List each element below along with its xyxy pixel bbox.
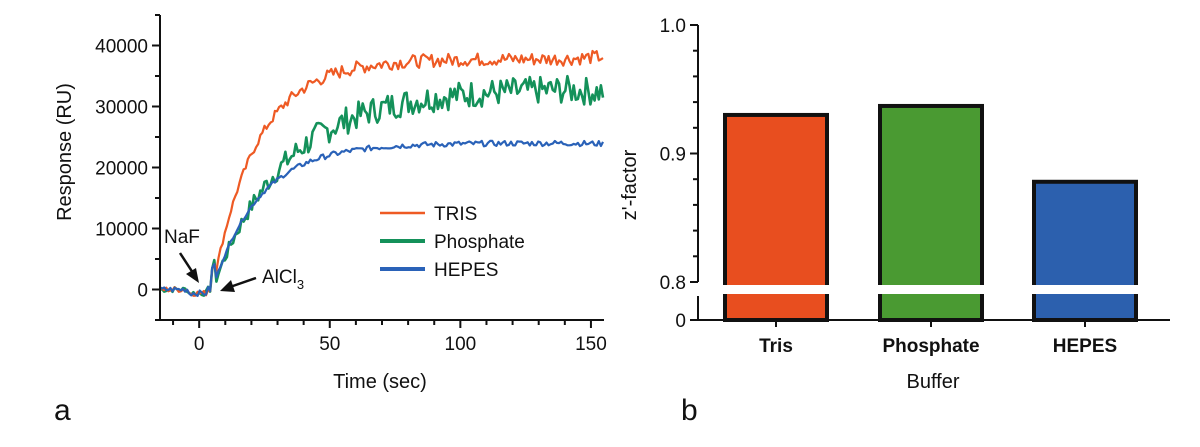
naf-arrowhead (186, 268, 199, 283)
bar-phosphate (878, 103, 984, 322)
alcl3-annotation: AlCl3 (220, 267, 304, 292)
y-tick-label: 40000 (95, 37, 148, 58)
y-axis-label: z'-factor (619, 149, 641, 220)
y-tick-label: 0.9 (660, 145, 686, 166)
x-axis-label: Buffer (907, 371, 960, 393)
alcl3-arrow-line (229, 276, 257, 289)
x-tick-label: 0 (194, 334, 205, 355)
panel-label-b: b (681, 394, 698, 427)
x-tick-label-tris: Tris (759, 336, 793, 357)
y-tick-label: 20000 (95, 159, 148, 180)
x-tick-label: 100 (445, 334, 477, 355)
naf-annotation: NaF (164, 227, 200, 283)
y-tick-label: 10000 (95, 220, 148, 241)
series-group (159, 49, 605, 297)
y-tick-label: 1.0 (660, 16, 686, 37)
x-tick-label: 150 (575, 334, 607, 355)
y-tick-label-zero: 0 (675, 311, 686, 332)
series-line-hepes (159, 139, 604, 297)
y-tick-label: 0.8 (660, 273, 686, 294)
x-tick-label-phosphate: Phosphate (882, 336, 979, 357)
response-line-chart: 0 10000 20000 30000 40000 0 50 100 150 Response… (54, 14, 607, 427)
alcl3-label: AlCl3 (262, 267, 304, 292)
x-axis-tick-labels: Tris Phosphate HEPES (759, 320, 1117, 357)
x-axis-ticks: 0 50 100 150 (172, 320, 607, 355)
x-axis-label: Time (sec) (333, 371, 427, 393)
y-axis-ticks: 0 10000 20000 30000 40000 (95, 14, 160, 321)
alcl3-subscript: 3 (297, 277, 304, 292)
panel-label-a: a (54, 394, 71, 427)
alcl3-arrowhead (220, 280, 235, 292)
series-line-phosphate (159, 74, 605, 297)
x-tick-label-hepes: HEPES (1053, 336, 1117, 357)
x-tick-label: 50 (319, 334, 340, 355)
y-axis-ticks: 0.8 0.9 1.0 0 (660, 16, 698, 332)
bars-group (686, 103, 1178, 322)
naf-label: NaF (164, 227, 200, 248)
axis-break-band (686, 285, 1178, 294)
legend-label-hepes: HEPES (434, 260, 498, 281)
y-tick-label: 30000 (95, 98, 148, 119)
legend-label-phosphate: Phosphate (434, 232, 525, 253)
legend-label-tris: TRIS (434, 204, 477, 225)
y-tick-label: 0 (137, 281, 148, 302)
bar-hepes (1032, 179, 1138, 322)
series-line-tris (159, 49, 604, 297)
z-factor-bar-chart: 0.80.91.00 Tris Phosphate HEPES z'-factor … (619, 16, 1178, 427)
legend: TRIS Phosphate HEPES (380, 204, 525, 281)
y-axis-label: Response (RU) (54, 83, 76, 221)
